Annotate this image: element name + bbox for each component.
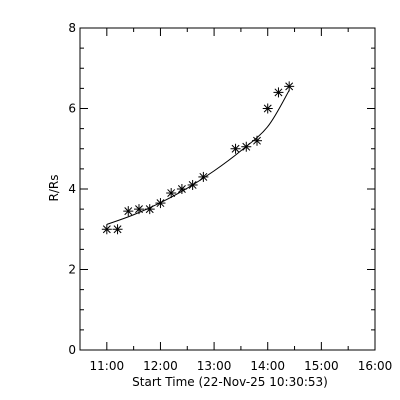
data-point [241, 141, 252, 152]
data-point [187, 179, 198, 190]
plot-border [79, 27, 376, 351]
y-axis-tick-labels: 0 2 4 6 8 [68, 21, 76, 357]
y-tick-label: 8 [68, 21, 76, 35]
data-point [155, 198, 166, 209]
x-axis-ticks [79, 28, 376, 350]
x-tick-label: 15:00 [304, 359, 339, 373]
fit-curve-layer [106, 90, 290, 225]
x-tick-label: 14:00 [250, 359, 285, 373]
x-axis-label: Start Time (22-Nov-25 10:30:53) [132, 375, 328, 389]
y-tick-label: 0 [68, 343, 76, 357]
fit-curve [106, 90, 290, 225]
data-point [198, 171, 209, 182]
data-point [262, 103, 273, 114]
x-tick-label: 12:00 [143, 359, 178, 373]
data-point [166, 188, 177, 199]
data-point [284, 81, 295, 92]
y-axis-ticks [80, 27, 375, 351]
data-point [123, 206, 134, 217]
x-tick-label: 16:00 [358, 359, 393, 373]
y-tick-label: 4 [68, 182, 76, 196]
data-point [176, 184, 187, 194]
data-point [252, 135, 262, 146]
data-point [134, 204, 144, 215]
data-point [273, 87, 284, 98]
data-points-layer [101, 81, 295, 235]
y-tick-label: 2 [68, 263, 76, 277]
x-tick-label: 13:00 [197, 359, 232, 373]
data-point [144, 204, 155, 215]
x-axis-tick-labels: 11:00 12:00 13:00 14:00 15:00 16:00 [90, 359, 393, 373]
data-point [230, 143, 241, 154]
x-tick-label: 11:00 [90, 359, 125, 373]
data-point [112, 224, 123, 235]
data-point [101, 224, 112, 235]
y-tick-label: 6 [68, 102, 76, 116]
plot-frame [79, 27, 376, 351]
y-axis-label: R/Rs [47, 175, 61, 202]
